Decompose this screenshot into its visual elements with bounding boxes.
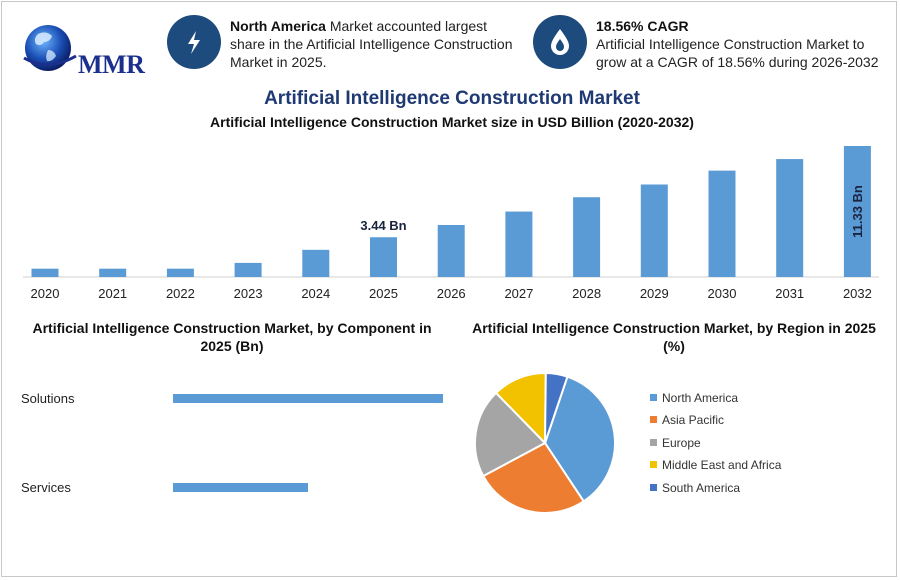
region-pie-chart: [474, 371, 616, 514]
x-tick-label: 2027: [504, 286, 533, 301]
bar-2028: [573, 197, 601, 277]
pie-slice-europe: [474, 391, 547, 478]
x-tick-label: 2022: [166, 286, 195, 301]
bar-2030: [708, 170, 736, 277]
stat-text: Market accounted largest share in the Ar…: [230, 18, 513, 70]
pie-slice-north-america: [543, 375, 616, 503]
x-tick-label: 2025: [369, 286, 398, 301]
bar-2029: [640, 184, 668, 277]
bar-2025: [370, 237, 397, 277]
bar-chart-title: Artificial Intelligence Construction Mar…: [210, 114, 694, 130]
bar-2020: [31, 268, 59, 277]
legend-swatch: [650, 461, 657, 468]
bar-2023: [234, 262, 262, 277]
legend-label: Asia Pacific: [662, 413, 725, 427]
stat-north-america: North America Market accounted largest s…: [230, 17, 525, 71]
x-tick-label: 2029: [640, 286, 669, 301]
globe-icon: [23, 25, 77, 71]
legend-swatch: [650, 394, 657, 401]
legend-label: North America: [662, 391, 739, 405]
hbar-label-solutions: Solutions: [21, 391, 75, 406]
x-tick-label: 2026: [437, 286, 466, 301]
main-title: Artificial Intelligence Construction Mar…: [264, 88, 640, 109]
stat-cagr: 18.56% CAGR Artificial Intelligence Cons…: [596, 17, 886, 71]
pie-slice-asia-pacific: [481, 441, 586, 514]
x-tick-label: 2024: [301, 286, 330, 301]
market-size-bar-chart: 2020 2021 2022 2023 2024 2025 2026 2027 2028 2029…: [23, 146, 879, 301]
flame-drop-icon: [533, 15, 587, 69]
pie-slice-south-america: [544, 371, 569, 444]
legend-swatch: [650, 484, 657, 491]
bar-2022: [166, 268, 194, 277]
bar-2027: [505, 211, 533, 277]
legend-label: Middle East and Africa: [662, 458, 782, 472]
lightning-icon: [167, 15, 221, 69]
bar-2026: [437, 224, 465, 277]
bar-2024: [302, 249, 330, 277]
bar-2032: [843, 146, 871, 277]
stat-bold: 18.56% CAGR: [596, 18, 689, 34]
x-tick-label: 2031: [775, 286, 804, 301]
component-chart-title: Artificial Intelligence Construction Mar…: [32, 320, 432, 354]
bar-2021: [99, 268, 127, 277]
x-tick-label: 2023: [234, 286, 263, 301]
hbar-label-services: Services: [21, 480, 71, 495]
data-label: 3.44 Bn: [360, 218, 406, 233]
hbar-services: [173, 483, 308, 492]
stat-text: Artificial Intelligence Construction Mar…: [596, 36, 879, 70]
legend-swatch: [650, 416, 657, 423]
mmr-logo: MMR: [18, 20, 145, 80]
legend-label: Europe: [662, 436, 701, 450]
bar-2031: [776, 159, 804, 277]
x-tick-label: 2020: [31, 286, 60, 301]
logo-text: MMR: [78, 50, 145, 79]
data-label: 11.33 Bn: [850, 185, 865, 238]
hbar-solutions: [173, 394, 443, 403]
stat-bold: North America: [230, 18, 326, 34]
x-tick-label: 2021: [98, 286, 127, 301]
x-tick-label: 2028: [572, 286, 601, 301]
x-tick-label: 2032: [843, 286, 872, 301]
legend-swatch: [650, 439, 657, 446]
region-chart-title: Artificial Intelligence Construction Mar…: [472, 320, 876, 354]
component-bar-chart: [173, 394, 443, 492]
x-tick-label: 2030: [708, 286, 737, 301]
legend-label: South America: [662, 481, 741, 495]
